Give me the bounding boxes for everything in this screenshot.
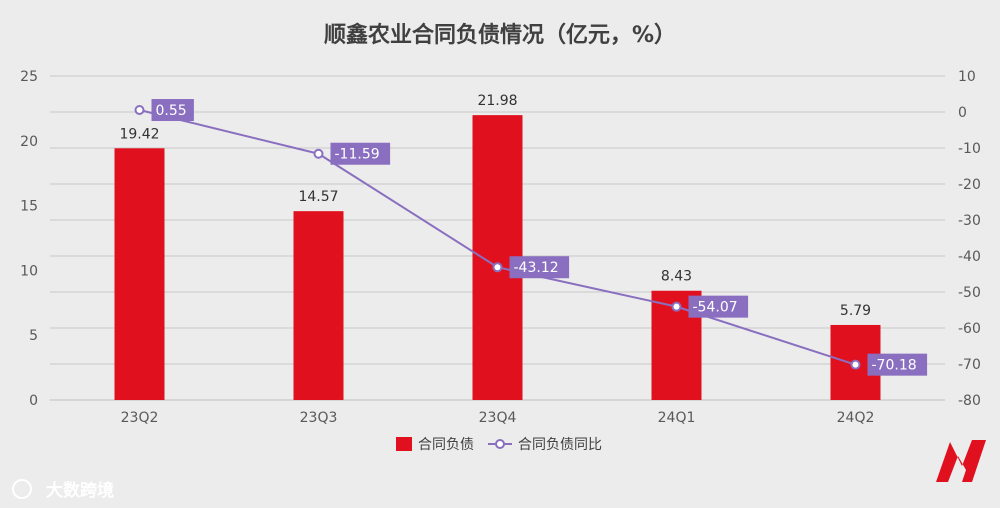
brand-logo-icon	[936, 440, 986, 482]
left-tick-label: 0	[29, 393, 38, 409]
category-axis: 23Q2 23Q3 23Q4 24Q1 24Q2	[121, 410, 875, 426]
category-label: 24Q1	[658, 410, 696, 426]
left-tick-label: 10	[20, 263, 38, 279]
bar-data-label: 14.57	[298, 189, 338, 205]
watermark-text: 大数跨境	[46, 480, 114, 501]
left-tick-label: 15	[20, 199, 38, 215]
line-point	[671, 301, 682, 312]
bar	[293, 211, 344, 400]
bar-data-labels: 19.42 14.57 21.98 8.43 5.79	[119, 93, 871, 319]
bar-data-label: 5.79	[840, 303, 871, 319]
line-point	[850, 359, 861, 370]
bar-data-label: 19.42	[119, 126, 159, 142]
bar-series	[114, 115, 881, 401]
category-label: 23Q2	[121, 410, 159, 426]
right-tick-label: -60	[958, 321, 981, 337]
category-label: 23Q4	[479, 410, 517, 426]
right-axis: -80 -70 -60 -50 -40 -30 -20 -10 0 10	[958, 69, 981, 409]
line-data-label: -54.07	[693, 300, 738, 316]
category-label: 23Q3	[300, 410, 338, 426]
watermark: 大数跨境	[12, 479, 114, 501]
legend-line-label: 合同负债同比	[518, 437, 602, 453]
line-point	[134, 105, 145, 116]
legend-bar-label: 合同负债	[418, 437, 474, 453]
bar-data-label: 8.43	[661, 269, 692, 285]
line-data-label-box	[151, 99, 194, 122]
right-tick-label: 0	[958, 105, 967, 121]
right-tick-label: -80	[958, 393, 981, 409]
left-tick-label: 20	[20, 134, 38, 150]
line-data-label: -43.12	[514, 260, 559, 276]
line-series: 0.55 -11.59 -43.12 -54.07 -70.18	[134, 99, 928, 376]
right-tick-label: -30	[958, 213, 981, 229]
legend-line-marker	[495, 439, 505, 449]
right-tick-label: 10	[958, 69, 976, 85]
right-tick-label: -20	[958, 177, 981, 193]
line-data-label: -70.18	[872, 358, 917, 374]
right-tick-label: -40	[958, 249, 981, 265]
right-tick-label: -50	[958, 285, 981, 301]
right-tick-label: -70	[958, 357, 981, 373]
watermark-icon	[12, 479, 32, 499]
left-axis: 0 5 10 15 20 25	[20, 69, 38, 409]
line-data-label-box	[330, 142, 391, 165]
legend-bar-swatch	[396, 437, 412, 451]
line-data-label-box	[509, 256, 570, 279]
line-data-label: 0.55	[156, 103, 187, 119]
bar	[114, 148, 165, 400]
line-data-label: -11.59	[335, 147, 380, 163]
line-point	[492, 262, 503, 273]
line-point	[313, 148, 324, 159]
line-data-label-box	[867, 353, 928, 376]
right-tick-label: -10	[958, 141, 981, 157]
category-label: 24Q2	[837, 410, 875, 426]
left-tick-label: 5	[29, 328, 38, 344]
chart-title: 顺鑫农业合同负债情况（亿元，%）	[324, 22, 676, 48]
line-data-label-box	[688, 295, 749, 318]
left-tick-label: 25	[20, 69, 38, 85]
bar-data-label: 21.98	[477, 93, 517, 109]
legend: 合同负债 合同负债同比	[396, 437, 602, 453]
